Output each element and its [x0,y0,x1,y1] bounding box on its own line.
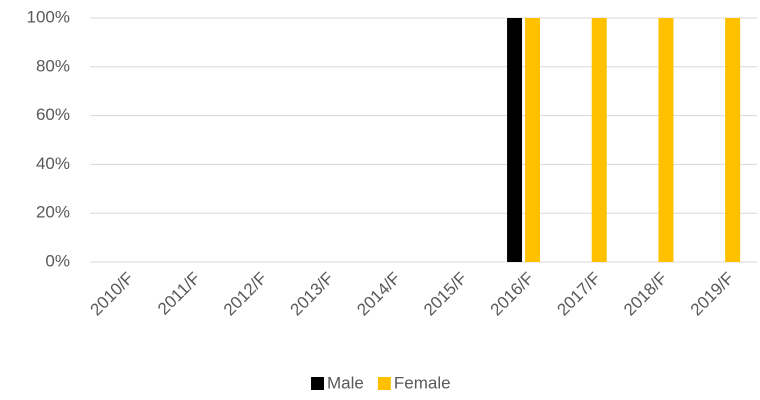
y-tick-label: 60% [36,105,70,124]
legend-label: Male [327,373,364,392]
bar [591,18,607,262]
bar [725,18,741,262]
x-tick-label: 2018/F [620,269,671,320]
x-tick-label: 2011/F [154,269,204,319]
x-tick-label: 2016/F [487,269,538,320]
x-tick-label: 2014/F [353,269,404,320]
legend-swatch [311,377,324,390]
legend-swatch [377,377,391,390]
x-tick-label: 2012/F [220,269,271,320]
y-tick-label: 0% [45,251,70,270]
x-tick-label: 2010/F [86,269,137,320]
x-tick-label: 2015/F [420,269,471,320]
x-tick-label: 2019/F [687,269,738,320]
y-tick-label: 40% [36,154,70,173]
y-tick-label: 80% [36,56,70,75]
y-tick-label: 100% [27,7,70,26]
x-tick-label: 2017/F [553,269,604,320]
legend-label: Female [394,373,451,392]
bar [525,18,541,262]
x-tick-label: 2013/F [287,269,338,320]
bar [507,18,523,262]
bar [658,18,674,262]
y-tick-label: 20% [36,203,70,222]
